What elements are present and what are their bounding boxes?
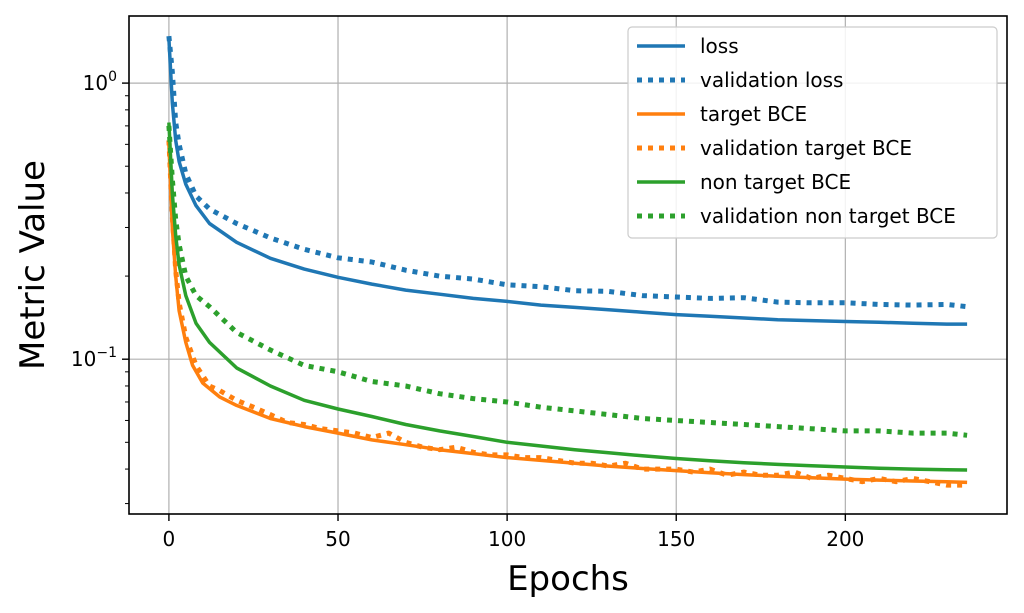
x-tick-label: 150 — [657, 527, 695, 551]
legend-label: validation non target BCE — [700, 204, 956, 228]
x-tick-label: 50 — [325, 527, 350, 551]
series-line-non-target-BCE — [167, 122, 968, 472]
y-tick-exponent: 0 — [108, 69, 117, 85]
series-line-loss — [167, 38, 968, 326]
y-tick-base: 10 — [71, 347, 96, 371]
legend-box — [627, 26, 998, 239]
series-layer — [166, 35, 968, 488]
y-tick-label: 100 — [83, 69, 117, 95]
series-line-validation-target-BCE — [166, 140, 968, 488]
legend-label: validation target BCE — [700, 136, 912, 160]
legend-label: target BCE — [700, 102, 807, 126]
plot-frame — [128, 15, 1008, 515]
series-line-validation-loss — [166, 35, 968, 310]
legend-label: non target BCE — [700, 170, 851, 194]
series-line-validation-non-target-BCE — [166, 125, 968, 438]
y-tick-label: 10−1 — [71, 345, 117, 371]
x-axis-label: Epochs — [507, 559, 629, 599]
x-tick-label: 200 — [826, 527, 864, 551]
legend-label: loss — [700, 34, 739, 58]
y-tick-base: 10 — [83, 71, 108, 95]
legend: loss validation loss target BCE validation … — [627, 26, 998, 239]
x-tick-label: 100 — [488, 527, 526, 551]
legend-label: validation loss — [700, 68, 843, 92]
y-tick-exponent: −1 — [96, 345, 117, 361]
y-axis-label: Metric Value — [13, 160, 53, 370]
x-tick-label: 0 — [163, 527, 176, 551]
